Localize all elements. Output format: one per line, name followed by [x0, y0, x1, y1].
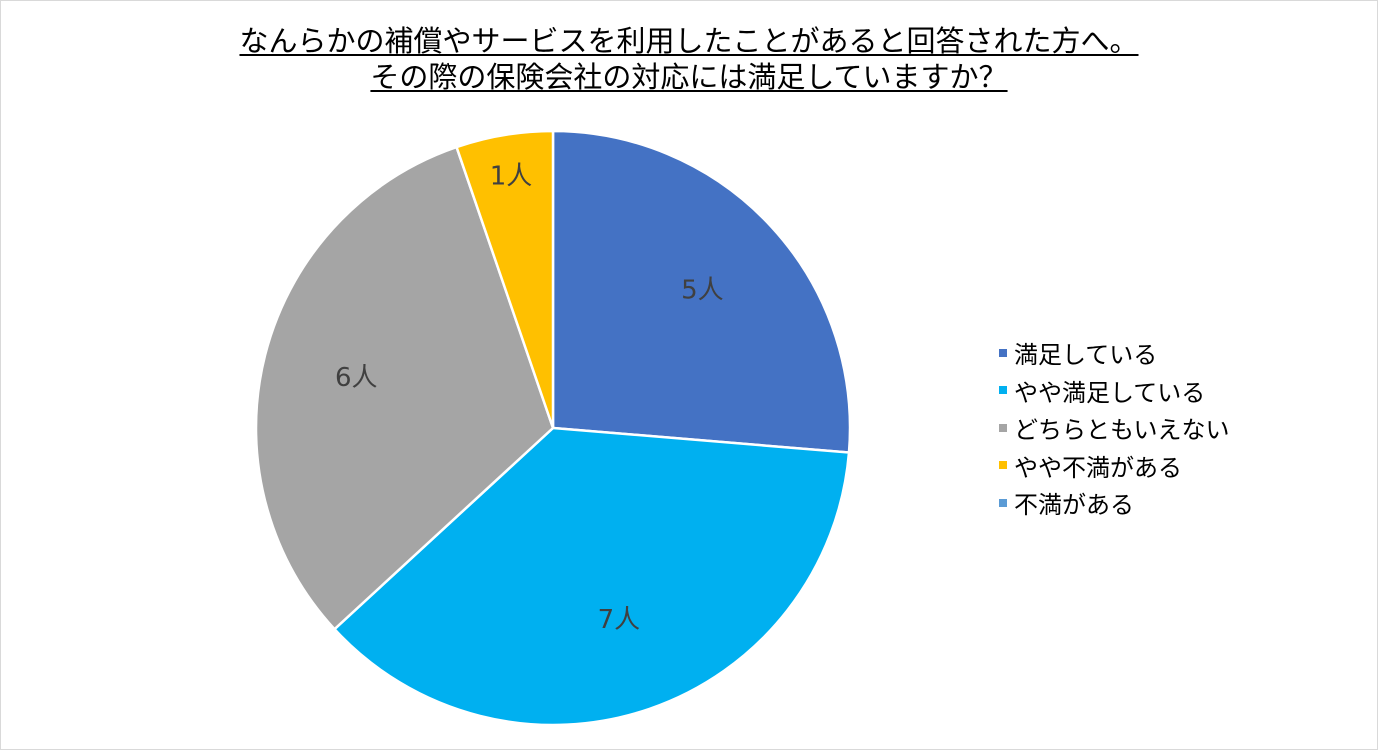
legend-item-1: やや満足している [999, 372, 1230, 410]
legend-label: やや不満がある [1014, 453, 1182, 482]
legend-label: 不満がある [1014, 491, 1134, 520]
legend: 満足しているやや満足している どちらともいえない やや不満がある 不満がある [999, 334, 1230, 522]
chart-title-line-1: なんらかの補償やサービスを利用したことがあると回答された方へ。 [239, 24, 1139, 58]
legend-swatch [999, 461, 1007, 470]
legend-item-0: 満足している [999, 334, 1230, 372]
data-label-0: 5人 [681, 276, 724, 306]
legend-label: どちらともいえない [1014, 416, 1230, 445]
pie-slice-2 [254, 145, 555, 631]
chart-title-line-2: その際の保険会社の対応には満足していますか？ [370, 60, 1008, 94]
legend-swatch [999, 348, 1007, 357]
pie-data-labels: 5人 7人 6人 1人 [335, 161, 724, 635]
pie-slice-1 [332, 426, 851, 727]
legend-swatch [999, 423, 1007, 432]
legend-item-3: やや不満がある [999, 447, 1230, 485]
legend-swatch [999, 498, 1007, 507]
chart-title: なんらかの補償やサービスを利用したことがあると回答された方へ。 その際の保険会社… [1, 23, 1377, 95]
pie-slice-3 [454, 129, 555, 429]
pie-slices [254, 129, 852, 727]
legend-label: やや満足している [1014, 378, 1206, 407]
data-label-1: 7人 [598, 605, 641, 635]
pie-slice-0 [551, 129, 852, 454]
legend-item-4: 不満がある [999, 484, 1230, 522]
legend-label: 満足している [1014, 341, 1158, 370]
data-label-2: 6人 [335, 363, 378, 393]
legend-item-2: どちらともいえない [999, 409, 1230, 447]
data-label-3: 1人 [490, 161, 533, 191]
legend-swatch [999, 386, 1007, 395]
